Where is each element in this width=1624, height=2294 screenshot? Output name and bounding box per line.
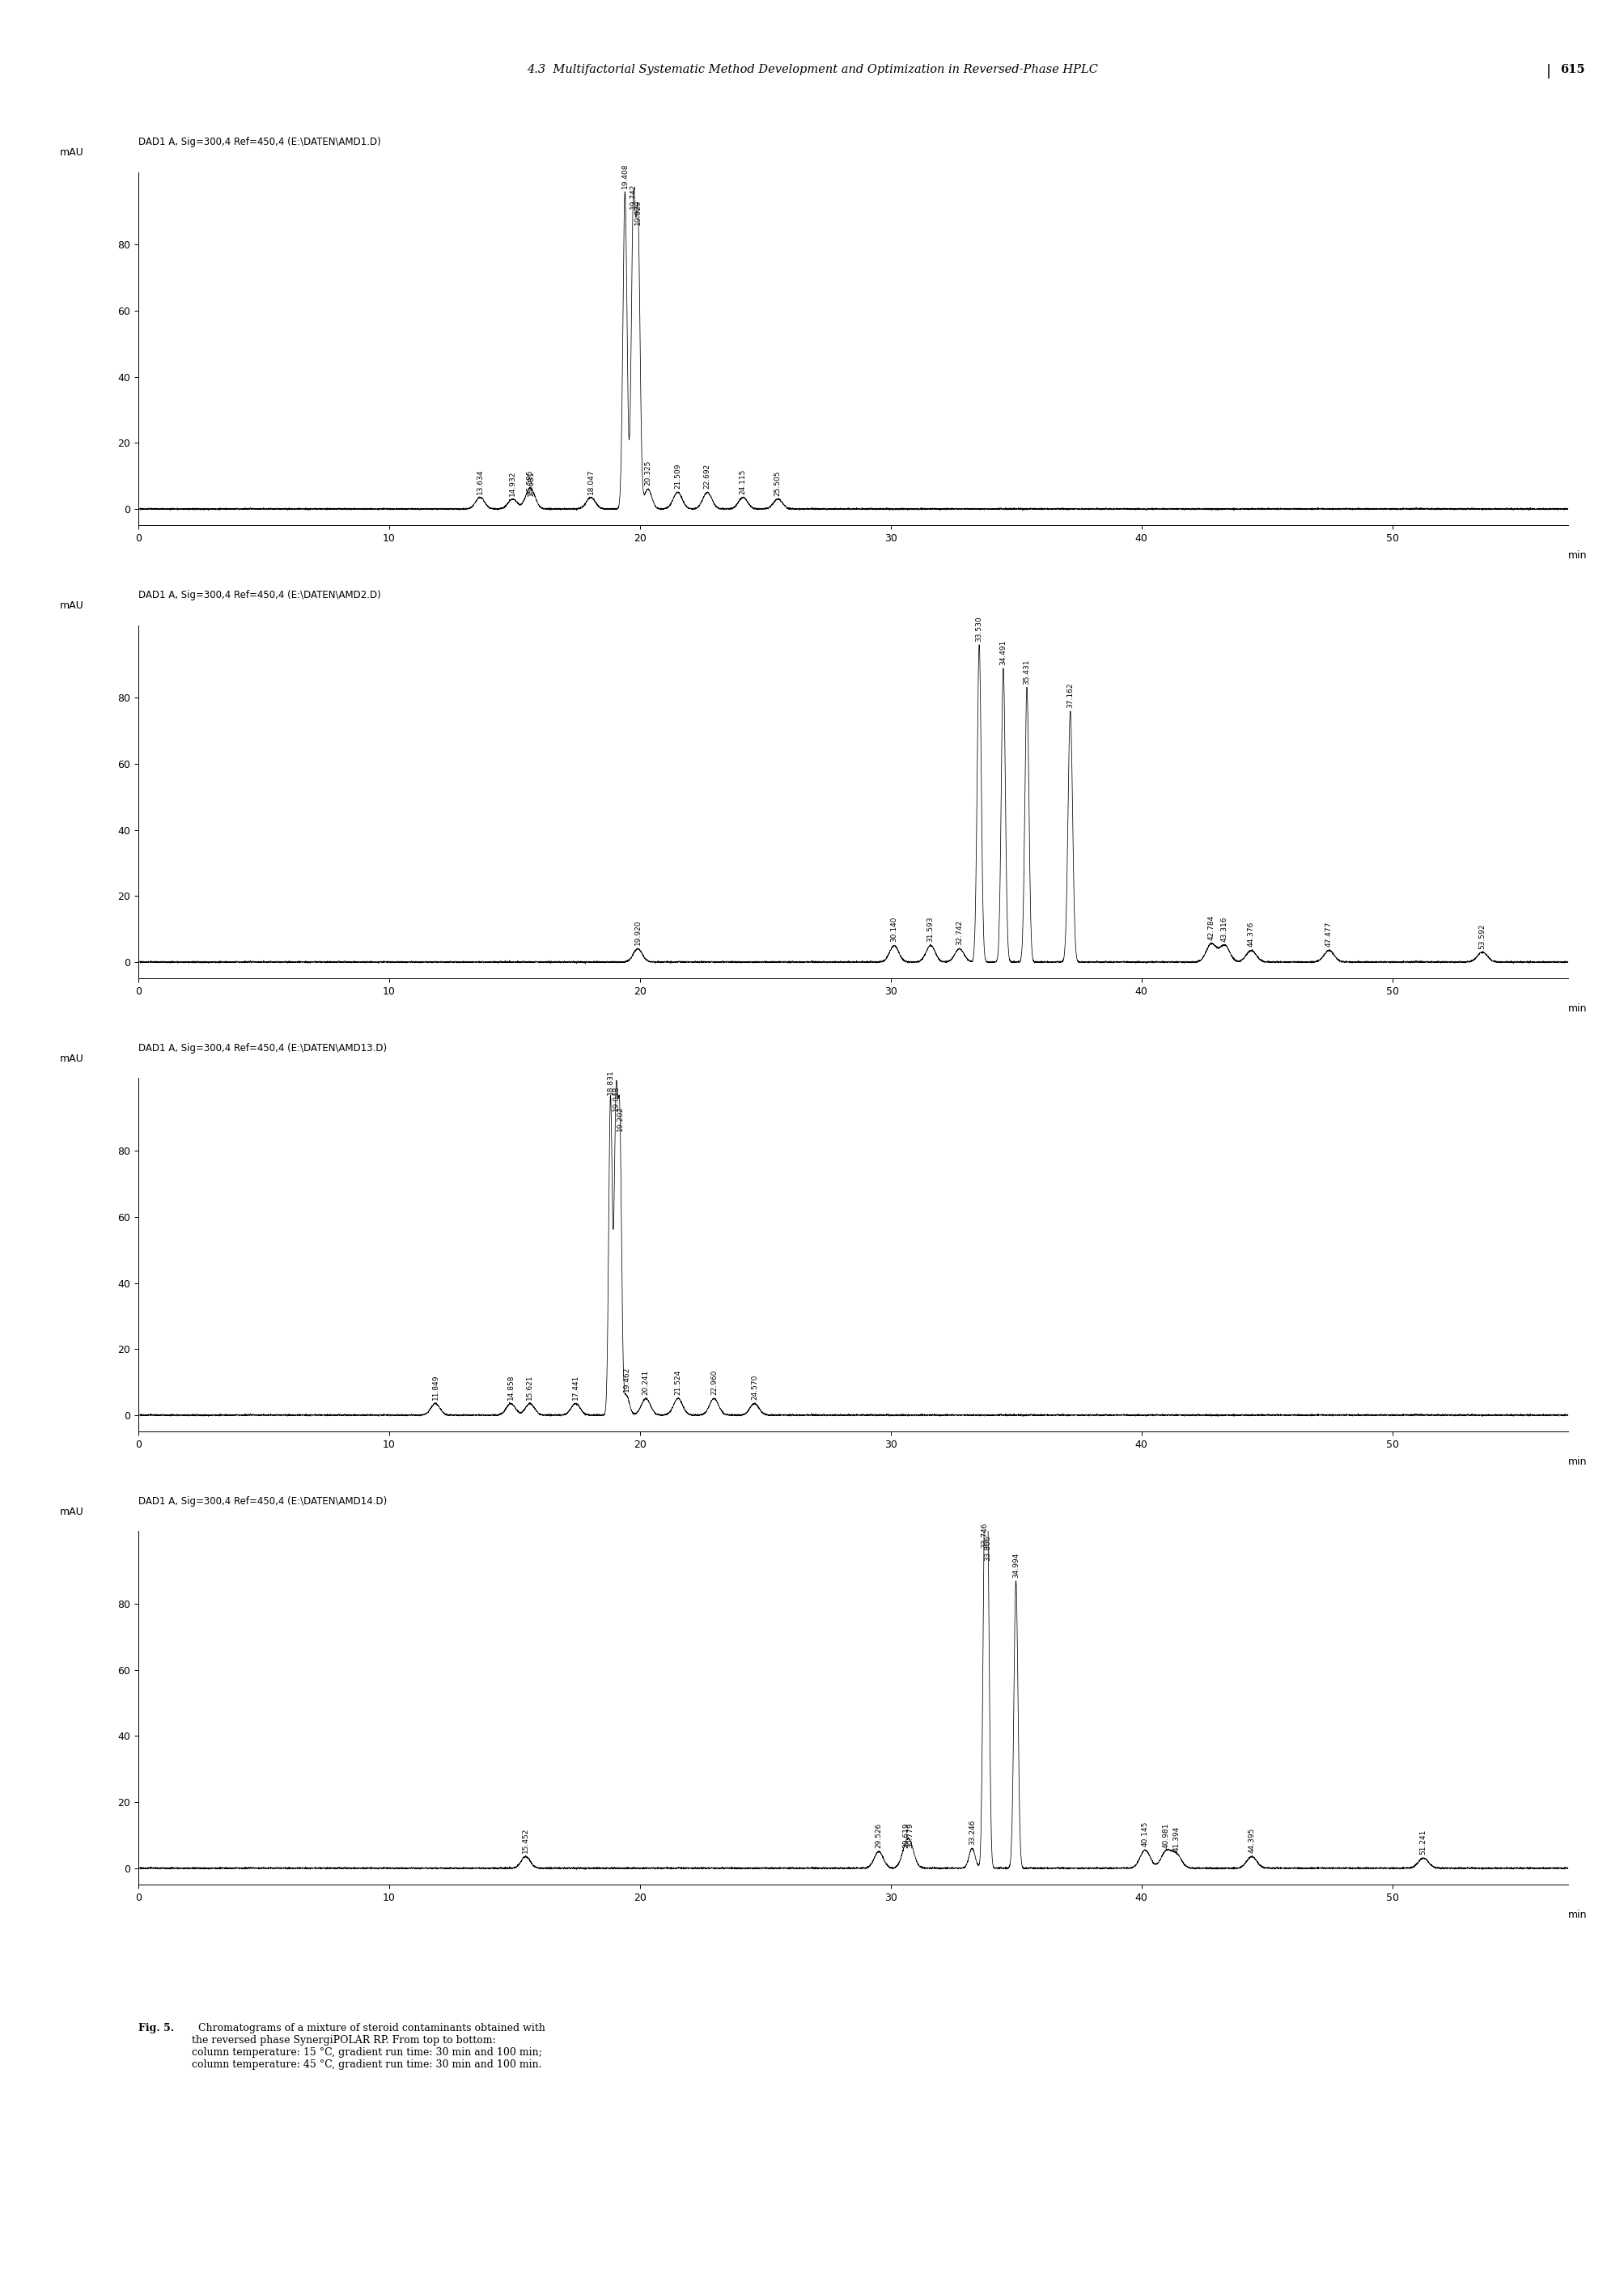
- Text: 44.376: 44.376: [1247, 922, 1254, 947]
- Text: 40.981: 40.981: [1161, 1824, 1169, 1849]
- Text: min: min: [1567, 1457, 1587, 1466]
- Text: 37.162: 37.162: [1065, 681, 1073, 707]
- Text: 22.960: 22.960: [710, 1370, 718, 1395]
- Text: 33.866: 33.866: [984, 1535, 991, 1560]
- Text: 14.858: 14.858: [507, 1374, 515, 1399]
- Text: mAU: mAU: [60, 147, 83, 158]
- Text: 19.920: 19.920: [633, 920, 641, 945]
- Text: |: |: [1546, 64, 1549, 78]
- Text: mAU: mAU: [60, 1053, 83, 1064]
- Text: 33.746: 33.746: [981, 1523, 987, 1548]
- Text: mAU: mAU: [60, 1507, 83, 1516]
- Text: 19.048: 19.048: [612, 1085, 619, 1110]
- Text: Fig. 5.: Fig. 5.: [138, 2023, 174, 2035]
- Text: 30.779: 30.779: [906, 1824, 913, 1849]
- Text: 22.692: 22.692: [703, 463, 711, 489]
- Text: 24.115: 24.115: [739, 468, 747, 493]
- Text: 35.431: 35.431: [1023, 658, 1030, 684]
- Text: 43.316: 43.316: [1220, 918, 1228, 943]
- Text: Chromatograms of a mixture of steroid contaminants obtained with
the reversed ph: Chromatograms of a mixture of steroid co…: [192, 2023, 546, 2069]
- Text: 4.3  Multifactorial Systematic Method Development and Optimization in Reversed-P: 4.3 Multifactorial Systematic Method Dev…: [526, 64, 1098, 76]
- Text: 15.595: 15.595: [526, 468, 533, 493]
- Text: 25.505: 25.505: [775, 470, 781, 496]
- Text: min: min: [1567, 1909, 1587, 1920]
- Text: 41.394: 41.394: [1173, 1826, 1179, 1851]
- Text: 15.621: 15.621: [526, 1374, 533, 1399]
- Text: 47.477: 47.477: [1325, 922, 1332, 947]
- Text: 31.593: 31.593: [927, 918, 934, 943]
- Text: min: min: [1567, 1002, 1587, 1014]
- Text: 53.592: 53.592: [1478, 922, 1486, 950]
- Text: 18.831: 18.831: [606, 1069, 614, 1094]
- Text: 32.742: 32.742: [955, 920, 963, 945]
- Text: 20.241: 20.241: [641, 1370, 650, 1395]
- Text: 18.047: 18.047: [586, 468, 594, 493]
- Text: 20.325: 20.325: [645, 461, 651, 486]
- Text: 19.202: 19.202: [615, 1106, 624, 1131]
- Text: 30.619: 30.619: [901, 1824, 909, 1849]
- Text: DAD1 A, Sig=300,4 Ref=450,4 (E:\DATEN\AMD13.D): DAD1 A, Sig=300,4 Ref=450,4 (E:\DATEN\AM…: [138, 1044, 387, 1053]
- Text: 33.246: 33.246: [968, 1819, 976, 1844]
- Text: 34.491: 34.491: [999, 640, 1007, 665]
- Text: 21.524: 21.524: [674, 1370, 682, 1395]
- Text: 13.634: 13.634: [476, 468, 484, 493]
- Text: 17.441: 17.441: [572, 1374, 580, 1399]
- Text: mAU: mAU: [60, 601, 83, 610]
- Text: 14.932: 14.932: [508, 470, 516, 496]
- Text: 42.784: 42.784: [1207, 915, 1215, 941]
- Text: 30.140: 30.140: [890, 918, 898, 943]
- Text: DAD1 A, Sig=300,4 Ref=450,4 (E:\DATEN\AMD2.D): DAD1 A, Sig=300,4 Ref=450,4 (E:\DATEN\AM…: [138, 590, 380, 601]
- Text: 51.241: 51.241: [1419, 1831, 1426, 1856]
- Text: min: min: [1567, 551, 1587, 560]
- Text: 33.530: 33.530: [974, 617, 983, 642]
- Text: DAD1 A, Sig=300,4 Ref=450,4 (E:\DATEN\AMD1.D): DAD1 A, Sig=300,4 Ref=450,4 (E:\DATEN\AM…: [138, 138, 380, 147]
- Text: 34.994: 34.994: [1012, 1553, 1018, 1578]
- Text: 21.509: 21.509: [674, 463, 680, 489]
- Text: 15.681: 15.681: [528, 470, 534, 496]
- Text: 44.395: 44.395: [1247, 1828, 1255, 1854]
- Text: 29.526: 29.526: [875, 1824, 882, 1849]
- Text: DAD1 A, Sig=300,4 Ref=450,4 (E:\DATEN\AMD14.D): DAD1 A, Sig=300,4 Ref=450,4 (E:\DATEN\AM…: [138, 1496, 387, 1507]
- Text: 24.570: 24.570: [750, 1374, 758, 1399]
- Text: 11.849: 11.849: [432, 1374, 438, 1399]
- Text: 19.462: 19.462: [622, 1367, 630, 1392]
- Text: 19.742: 19.742: [630, 184, 637, 209]
- Text: 615: 615: [1559, 64, 1585, 76]
- Text: 19.408: 19.408: [620, 163, 628, 188]
- Text: 19.929: 19.929: [633, 200, 641, 225]
- Text: 40.145: 40.145: [1142, 1821, 1148, 1847]
- Text: 15.452: 15.452: [521, 1828, 529, 1854]
